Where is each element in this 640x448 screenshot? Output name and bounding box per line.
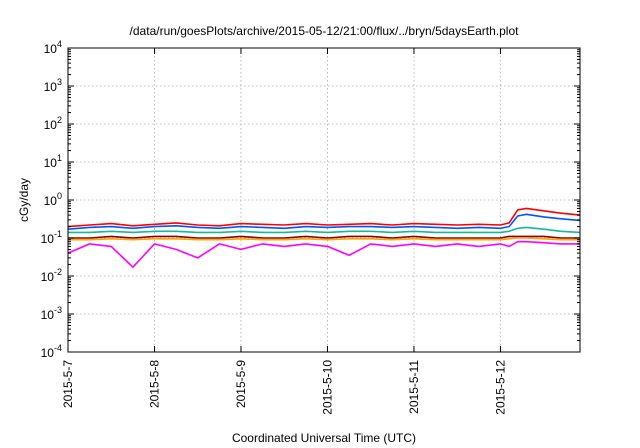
y-tick-label: 100 xyxy=(44,191,62,208)
y-axis-label: cGy/day xyxy=(17,178,31,222)
y-tick-label: 103 xyxy=(44,77,62,94)
y-tick-label: 10-1 xyxy=(41,229,62,246)
x-tick-label: 2015-5-10 xyxy=(320,360,334,415)
x-tick-label: 2015-5-8 xyxy=(147,360,161,408)
y-tick-label: 10-3 xyxy=(41,305,62,322)
x-tick-label: 2015-5-12 xyxy=(493,360,507,415)
x-tick-label: 2015-5-7 xyxy=(61,360,75,408)
grid-lines xyxy=(68,48,580,352)
y-tick-label: 10-4 xyxy=(41,343,62,360)
series-line xyxy=(68,235,580,239)
data-series xyxy=(67,207,581,269)
axis-ticks: 10-4 10-3 10-2 10-1 100 101 102 103 104 2015-5-7 2… xyxy=(41,39,580,415)
series-line xyxy=(68,226,581,234)
y-tick-label: 10-2 xyxy=(41,267,62,284)
y-tick-label: 104 xyxy=(44,39,62,56)
x-tick-label: 2015-5-11 xyxy=(407,360,421,414)
series-line xyxy=(67,240,580,269)
series-line xyxy=(67,213,581,230)
x-axis-label: Coordinated Universal Time (UTC) xyxy=(232,431,416,445)
series-line xyxy=(67,207,581,228)
series-line xyxy=(68,237,580,241)
chart-title: /data/run/goesPlots/archive/2015-05-12/2… xyxy=(130,24,520,38)
y-tick-label: 102 xyxy=(44,115,62,132)
y-tick-label: 101 xyxy=(44,153,62,170)
x-tick-label: 2015-5-9 xyxy=(234,360,248,408)
